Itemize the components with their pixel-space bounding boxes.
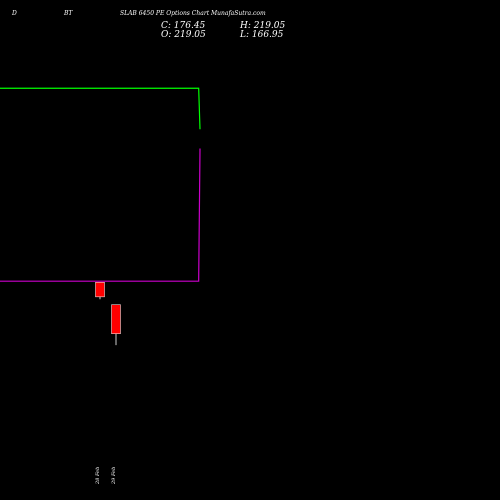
series-line-1	[0, 148, 201, 282]
high-value: H: 219.05	[239, 21, 286, 31]
series-line-0	[0, 87, 201, 130]
series-layer	[0, 87, 201, 282]
open-value: O: 219.05	[161, 30, 206, 40]
x-axis: 28 Feb 29 Feb	[95, 467, 117, 485]
candle-body-1[interactable]	[111, 304, 121, 334]
interval-label[interactable]: D	[11, 10, 17, 17]
candle-body-0[interactable]	[95, 282, 105, 298]
candle-layer	[95, 282, 121, 346]
low-value: L: 166.95	[239, 30, 284, 40]
x-tick-label-1: 29 Feb	[111, 467, 117, 485]
chart-title: SLAB 6450 PE Options Chart MunafaSutra.c…	[120, 10, 266, 17]
tab-label[interactable]: BT	[63, 10, 73, 17]
close-value: C: 176.45	[161, 21, 206, 31]
x-tick-label-0: 28 Feb	[95, 467, 101, 485]
